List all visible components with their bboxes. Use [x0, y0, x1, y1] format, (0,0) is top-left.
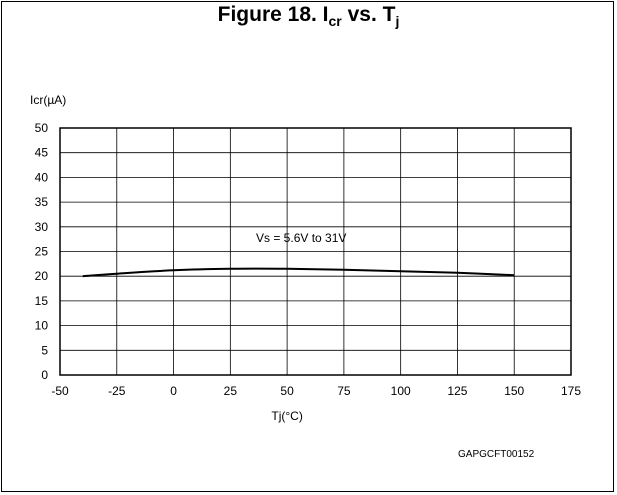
y-tick-label: 5	[41, 343, 48, 357]
figure-title: Figure 18. Icr vs. Tj	[0, 3, 617, 29]
y-tick-label: 0	[41, 368, 48, 382]
y-tick-label: 35	[35, 195, 49, 209]
plot-area-border	[59, 127, 572, 376]
x-tick-label: 125	[447, 384, 467, 398]
x-axis-label: Tj(°C)	[271, 409, 302, 423]
grid-layer	[59, 127, 572, 376]
y-tick-label: 10	[35, 319, 49, 333]
x-tick-label: 150	[504, 384, 524, 398]
y-tick-label: 50	[35, 121, 49, 135]
title-prefix: Figure 18. I	[217, 3, 329, 26]
y-tick-label: 20	[35, 269, 49, 283]
y-tick-label: 25	[35, 245, 49, 259]
x-tick-label: 25	[224, 384, 238, 398]
y-axis-label: Icr(µA)	[30, 93, 66, 107]
y-tick-label: 15	[35, 294, 49, 308]
x-tick-label: 50	[280, 384, 294, 398]
tick-label-layer: -50 -25 0 25 50 75 100 125 150 175 0 5 10 15 20 25 30 35 4…	[35, 121, 582, 398]
y-tick-label: 40	[35, 170, 49, 184]
series-annotation: Vs = 5.6V to 31V	[256, 231, 346, 245]
y-tick-label: 45	[35, 146, 49, 160]
title-middle: vs. T	[341, 3, 396, 26]
y-tick-label: 30	[35, 220, 49, 234]
x-tick-label: 100	[391, 384, 411, 398]
figure-code: GAPGCFT00152	[458, 449, 535, 460]
x-tick-label: 75	[337, 384, 351, 398]
x-tick-label: 175	[561, 384, 581, 398]
series-layer	[82, 267, 515, 278]
x-tick-label: 0	[170, 384, 177, 398]
x-tick-label: -25	[108, 384, 126, 398]
title-subscript-j: j	[395, 13, 400, 29]
series-line	[82, 267, 515, 278]
title-subscript-cr: cr	[328, 13, 342, 29]
x-tick-label: -50	[51, 384, 69, 398]
